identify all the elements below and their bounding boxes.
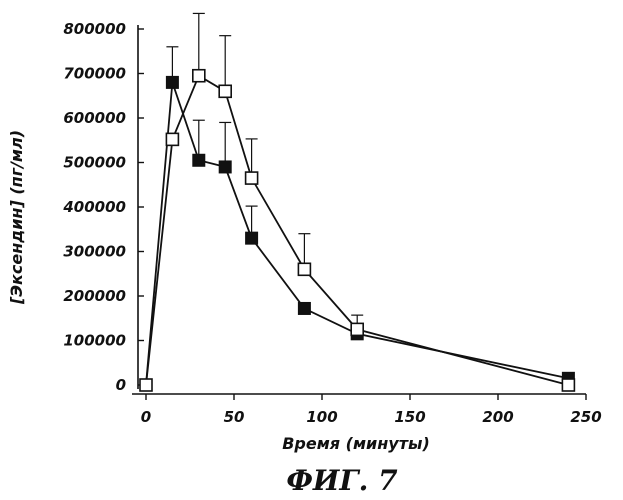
y-tick-label: 300000 <box>63 243 126 261</box>
open-square-marker <box>244 171 259 185</box>
x-tick-label: 150 <box>394 408 425 426</box>
open-square-marker <box>561 378 576 392</box>
y-tick-label: 200000 <box>63 287 126 305</box>
y-tick-label: 800000 <box>63 20 126 38</box>
y-tick-label: 700000 <box>63 65 126 83</box>
series-filled <box>139 46 575 392</box>
x-tick-label: 200 <box>482 408 513 426</box>
figure-label: ФИГ. 7 <box>286 464 398 497</box>
x-tick-label: 50 <box>224 408 245 426</box>
filled-square-marker <box>297 301 311 315</box>
open-square-marker <box>218 84 232 99</box>
series-open <box>139 12 576 392</box>
filled-square-marker <box>245 231 259 245</box>
x-tick-label: 250 <box>570 408 601 426</box>
x-tick-label: 0 <box>141 408 151 426</box>
open-square-marker <box>165 132 180 147</box>
open-square-marker <box>192 68 206 83</box>
y-tick-label: 400000 <box>62 198 126 216</box>
y-tick-label: 100000 <box>63 332 126 350</box>
y-tick-label: 600000 <box>63 109 126 127</box>
filled-square-marker <box>218 160 232 174</box>
y-tick-label: 0 <box>116 376 126 394</box>
filled-square-marker <box>192 153 206 167</box>
series-line <box>145 82 569 386</box>
y-tick-label: 500000 <box>63 154 126 172</box>
open-square-marker <box>297 262 312 277</box>
series-line <box>145 74 569 386</box>
x-axis-title: Время (минуты) <box>282 434 430 453</box>
y-axis-title: [Эксендин] (пг/мл) <box>7 130 26 305</box>
open-square-marker <box>350 322 365 337</box>
filled-square-marker <box>165 75 179 89</box>
open-square-marker <box>139 378 153 392</box>
x-tick-label: 100 <box>306 408 337 426</box>
